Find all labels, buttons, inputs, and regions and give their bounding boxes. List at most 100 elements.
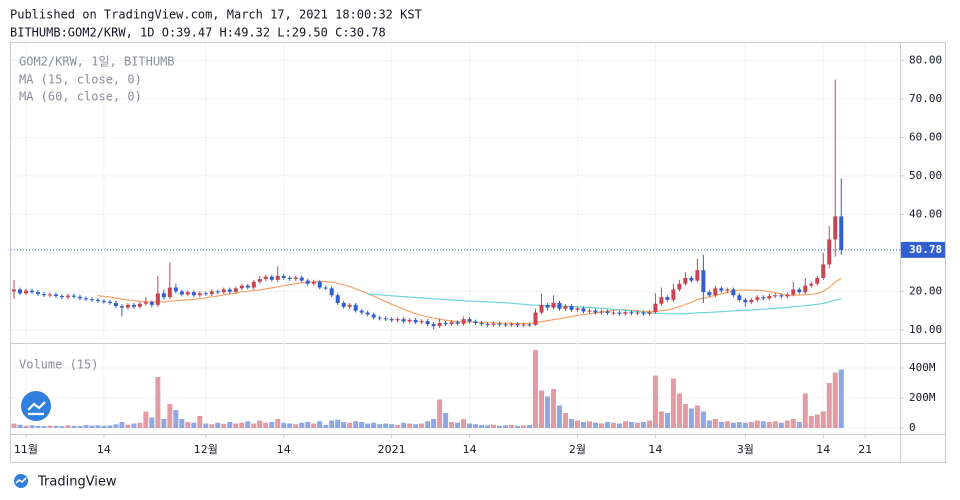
candle-body <box>383 318 388 320</box>
volume-bar <box>622 421 628 428</box>
published-line: Published on TradingView.com, March 17, … <box>10 8 422 22</box>
candle-body <box>227 289 232 292</box>
candle-body <box>551 302 556 308</box>
candle-body <box>215 291 220 293</box>
candle-body <box>683 277 688 284</box>
volume-bar <box>557 405 563 428</box>
candle-body <box>335 295 340 303</box>
candle-body <box>623 312 628 314</box>
candle-body <box>251 281 256 288</box>
candle-body <box>641 312 646 314</box>
volume-bar <box>239 422 245 428</box>
x-tick-label: 14 <box>816 443 830 456</box>
candle-body <box>695 270 700 281</box>
volume-bar <box>29 425 35 428</box>
candle-body <box>23 290 28 294</box>
candle-body <box>437 322 442 327</box>
volume-bar <box>257 420 263 428</box>
candle-body <box>89 299 94 301</box>
candle-body <box>95 299 100 302</box>
candle-body <box>173 287 178 292</box>
volume-bar <box>580 422 586 428</box>
volume-bar <box>712 419 718 428</box>
candle-body <box>617 312 622 314</box>
y-tick-label: 70.00 <box>909 92 942 105</box>
candle-body <box>779 295 784 297</box>
candle-body <box>41 294 46 296</box>
volume-bar <box>407 423 413 428</box>
y-tick-label: 10.00 <box>909 323 942 336</box>
candle-body <box>221 289 226 293</box>
volume-bar <box>419 423 425 428</box>
volume-bar <box>203 423 209 428</box>
volume-bar <box>221 423 227 428</box>
candle-body <box>149 302 154 305</box>
candle-body <box>65 295 70 298</box>
volume-bar <box>275 419 281 428</box>
candle-body <box>587 310 592 312</box>
brand-name: TradingView <box>37 475 117 490</box>
volume-bar <box>71 425 77 428</box>
volume-bar <box>41 426 47 428</box>
volume-bar <box>449 422 455 428</box>
volume-bar <box>838 369 844 428</box>
candle-body <box>323 287 328 289</box>
candle-body <box>77 296 82 299</box>
volume-bar <box>65 425 71 428</box>
candle-body <box>377 317 382 319</box>
candle-body <box>317 281 322 288</box>
volume-bar <box>616 423 622 428</box>
candle-body <box>137 303 142 307</box>
volume-bar <box>742 422 748 428</box>
candle-body <box>365 312 370 315</box>
volume-bar <box>700 411 706 428</box>
candle-body <box>191 292 196 296</box>
volume-bar <box>497 425 503 428</box>
volume-bar <box>323 425 329 428</box>
volume-bar <box>59 426 65 428</box>
candle-body <box>35 292 40 295</box>
candle-body <box>431 324 436 327</box>
volume-bar <box>431 419 437 428</box>
candle-body <box>245 285 250 288</box>
x-tick-label: 14 <box>463 443 477 456</box>
candle-body <box>767 296 772 299</box>
volume-bar <box>347 422 353 428</box>
candle-body <box>833 216 838 240</box>
candle-body <box>257 279 262 282</box>
candle-body <box>557 302 562 309</box>
logo-icon <box>27 401 46 416</box>
volume-bar <box>533 350 539 428</box>
volume-bar <box>401 422 407 428</box>
x-tick-label: 14 <box>97 443 111 456</box>
volume-tick-label: 400M <box>909 361 936 374</box>
volume-bar <box>688 408 694 428</box>
candle-body <box>413 319 418 323</box>
candle-body <box>401 319 406 322</box>
brand: TradingView <box>14 474 117 490</box>
candle-body <box>131 304 136 307</box>
volume-bar <box>664 413 670 428</box>
volume-bar <box>628 422 634 428</box>
volume-bar <box>305 422 311 428</box>
volume-bar <box>125 424 131 428</box>
candle-body <box>161 293 166 298</box>
volume-bar <box>826 383 832 428</box>
volume-bar <box>832 372 838 428</box>
candle-body <box>185 292 190 295</box>
candle-body <box>29 290 34 293</box>
volume-bar <box>802 393 808 428</box>
candle-body <box>563 306 568 309</box>
volume-bar <box>790 419 796 428</box>
candle-body <box>341 302 346 307</box>
ma-legend: MA (60, close, 0) <box>19 90 142 104</box>
volume-bar <box>47 425 53 428</box>
volume-bar <box>77 426 83 428</box>
volume-bar <box>473 424 479 428</box>
volume-bar <box>413 424 419 428</box>
volume-bar <box>23 425 29 428</box>
volume-bar <box>377 424 383 428</box>
candle-body <box>815 277 820 284</box>
volume-bar <box>694 405 700 428</box>
candle-body <box>179 291 184 295</box>
